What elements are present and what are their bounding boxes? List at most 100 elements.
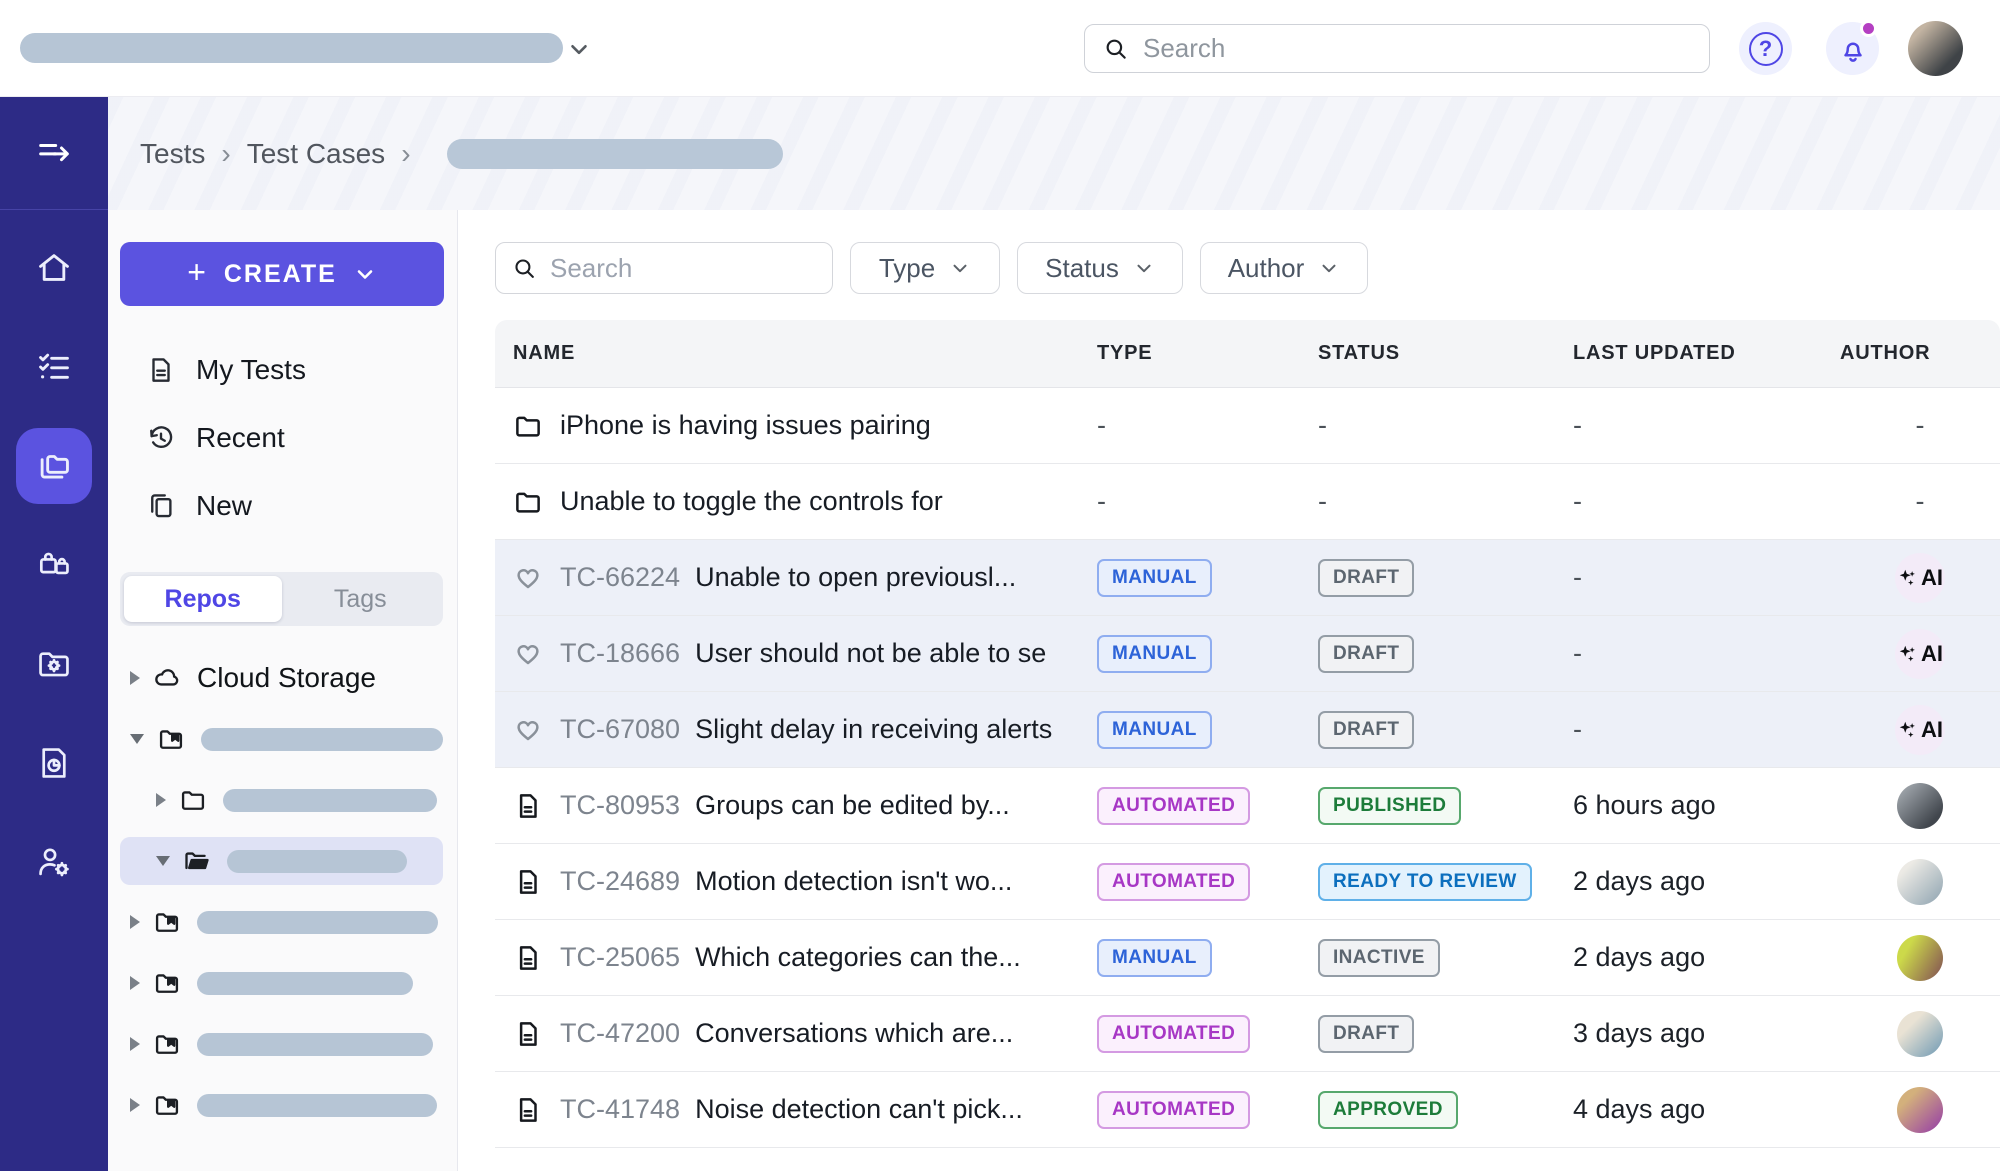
expand-sidebar-icon <box>39 144 69 162</box>
caret-right-icon[interactable] <box>130 671 140 685</box>
status-badge: DRAFT <box>1318 558 1415 597</box>
sidebar-item-user-settings[interactable] <box>16 824 92 900</box>
folder-icon <box>516 416 540 437</box>
column-header-name[interactable]: NAME <box>513 342 576 364</box>
document-icon <box>519 869 537 894</box>
filter-bar: Type Status Author <box>495 242 2000 294</box>
notifications-button[interactable] <box>1826 20 1879 75</box>
sidebar-item-test-runs[interactable] <box>16 329 92 405</box>
document-icon <box>519 793 537 818</box>
panel-nav: My Tests Recent New <box>120 342 443 534</box>
column-header-status[interactable]: STATUS <box>1318 342 1400 364</box>
open-folder-icon <box>185 852 209 870</box>
tree-item[interactable] <box>120 1020 443 1068</box>
global-search[interactable] <box>1084 24 1710 73</box>
type-filter-dropdown[interactable]: Type <box>850 242 1000 294</box>
table-search-input[interactable] <box>550 252 816 284</box>
tree-item-selected[interactable] <box>120 837 443 885</box>
table-row[interactable]: TC-18666 User should not be able to se M… <box>495 616 2000 692</box>
tree-item-skeleton <box>201 727 443 751</box>
table-row[interactable]: TC-41748 Noise detection can't pick... A… <box>495 1072 2000 1148</box>
breadcrumb: Tests › Test Cases › <box>108 97 2000 210</box>
column-header-author[interactable]: AUTHOR <box>1840 342 1931 364</box>
table-row[interactable]: TC-67080 Slight delay in receiving alert… <box>495 692 2000 768</box>
folders-icon <box>40 455 69 479</box>
row-id: TC-66224 <box>560 562 681 592</box>
sidebar-nav <box>16 210 92 923</box>
tree-item[interactable] <box>120 898 443 946</box>
table-row[interactable]: TC-80953 Groups can be edited by... AUTO… <box>495 768 2000 844</box>
type-badge: MANUAL <box>1097 938 1212 977</box>
table-search[interactable] <box>495 242 833 294</box>
status-badge: DRAFT <box>1318 634 1415 673</box>
tab-repos[interactable]: Repos <box>124 576 282 622</box>
table-row[interactable]: TC-47200 Conversations which are... AUTO… <box>495 996 2000 1072</box>
sidebar-item-test-cases[interactable] <box>16 428 92 504</box>
repo-folder-icon <box>155 974 179 993</box>
caret-right-icon[interactable] <box>130 1098 140 1112</box>
panel-nav-new[interactable]: New <box>120 478 443 534</box>
type-filter-label: Type <box>878 252 936 283</box>
tree-item-cloud-storage[interactable]: Cloud Storage <box>120 654 443 702</box>
tree-item[interactable] <box>120 1081 443 1129</box>
folder-icon <box>516 492 540 513</box>
global-search-input[interactable] <box>1143 33 1691 64</box>
file-text-icon <box>152 358 170 382</box>
caret-right-icon[interactable] <box>130 976 140 990</box>
ai-author-badge: AI <box>1895 704 1945 755</box>
repo-tree: Cloud Storage <box>120 654 443 1129</box>
status-filter-dropdown[interactable]: Status <box>1017 242 1183 294</box>
table-row[interactable]: TC-24689 Motion detection isn't wo... AU… <box>495 844 2000 920</box>
tree-item[interactable] <box>120 776 443 824</box>
test-cases-table: NAME TYPE STATUS LAST UPDATED AUTHOR iPh… <box>495 320 2000 1148</box>
author-avatar <box>1897 782 1943 829</box>
table-row[interactable]: TC-25065 Which categories can the... MAN… <box>495 920 2000 996</box>
row-title: Noise detection can't pick... <box>695 1094 1023 1124</box>
tree-item[interactable] <box>120 959 443 1007</box>
caret-down-icon[interactable] <box>130 734 144 744</box>
project-selector-skeleton[interactable] <box>20 33 563 63</box>
user-avatar[interactable] <box>1908 21 1963 76</box>
sparkle-icon <box>1899 721 1915 737</box>
repos-tags-toggle: Repos Tags <box>120 572 443 626</box>
caret-down-icon[interactable] <box>156 856 170 866</box>
heart-icon[interactable] <box>513 715 543 745</box>
sidebar-item-home[interactable] <box>16 230 92 306</box>
tree-item-label: Cloud Storage <box>197 662 377 693</box>
breadcrumb-test-cases[interactable]: Test Cases <box>246 137 386 169</box>
author-filter-dropdown[interactable]: Author <box>1200 242 1368 294</box>
sidebar-item-configurations[interactable] <box>16 626 92 702</box>
help-button[interactable]: ? <box>1739 22 1792 75</box>
tab-tags[interactable]: Tags <box>333 584 387 613</box>
heart-icon[interactable] <box>513 639 543 669</box>
bell-icon <box>1843 42 1862 62</box>
caret-right-icon[interactable] <box>156 793 166 807</box>
sidebar-item-reports[interactable] <box>16 725 92 801</box>
table-row[interactable]: iPhone is having issues pairing - - - - <box>495 388 2000 464</box>
row-status: - <box>1318 486 1327 516</box>
app-shell: Tests › Test Cases › + CREATE My Tests <box>0 97 2000 1171</box>
caret-right-icon[interactable] <box>130 1037 140 1051</box>
table-row[interactable]: TC-66224 Unable to open previousl... MAN… <box>495 540 2000 616</box>
tree-item-skeleton <box>197 1032 433 1056</box>
row-title: Motion detection isn't wo... <box>695 866 1013 896</box>
sidebar-expand-button[interactable] <box>0 97 108 210</box>
create-button[interactable]: + CREATE <box>120 242 444 306</box>
row-id: TC-67080 <box>560 714 681 744</box>
ai-label: AI <box>1921 716 1943 742</box>
folder-gear-icon <box>39 652 69 677</box>
type-badge: AUTOMATED <box>1097 1090 1251 1129</box>
panel-nav-my-tests[interactable]: My Tests <box>120 342 443 398</box>
tree-item[interactable] <box>120 715 443 763</box>
panel-nav-recent[interactable]: Recent <box>120 410 443 466</box>
breadcrumb-tests[interactable]: Tests <box>140 137 206 169</box>
sidebar-item-milestones[interactable] <box>16 527 92 603</box>
caret-right-icon[interactable] <box>130 915 140 929</box>
column-header-type[interactable]: TYPE <box>1097 342 1153 364</box>
column-header-last-updated[interactable]: LAST UPDATED <box>1573 342 1736 364</box>
create-button-label: CREATE <box>223 259 337 288</box>
table-row[interactable]: Unable to toggle the controls for - - - … <box>495 464 2000 540</box>
row-last-updated: 6 hours ago <box>1573 790 1716 820</box>
chevron-down-icon[interactable] <box>566 36 592 62</box>
heart-icon[interactable] <box>513 563 543 593</box>
